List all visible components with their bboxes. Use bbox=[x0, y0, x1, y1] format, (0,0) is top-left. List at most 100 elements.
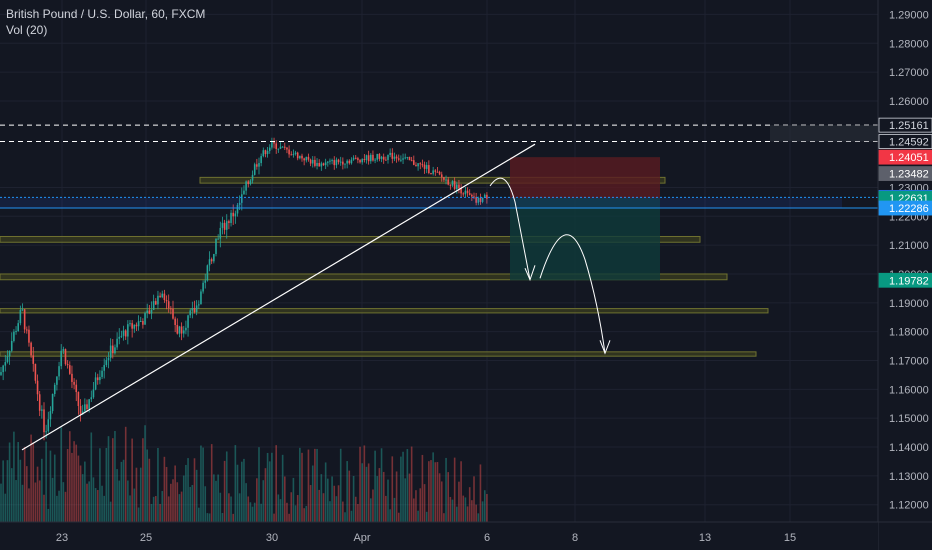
volume-bar bbox=[21, 484, 24, 522]
candle-body bbox=[408, 156, 411, 161]
volume-bar bbox=[363, 445, 366, 522]
projection-arrow-2[interactable] bbox=[539, 234, 606, 354]
candle-body bbox=[413, 160, 415, 165]
candle-body bbox=[436, 171, 439, 173]
volume-bar bbox=[152, 496, 155, 522]
candle-body bbox=[395, 156, 398, 159]
short-position-tool[interactable] bbox=[510, 157, 660, 281]
candle-body bbox=[124, 330, 127, 337]
volume-bar bbox=[387, 479, 389, 522]
candle-body bbox=[352, 157, 355, 160]
volume-bar bbox=[172, 479, 174, 522]
candle-body bbox=[275, 143, 277, 149]
candle-body bbox=[38, 394, 41, 411]
candle-body bbox=[400, 159, 402, 161]
candle-body bbox=[71, 373, 73, 382]
volume-bar bbox=[417, 510, 419, 522]
candle-body bbox=[208, 259, 211, 266]
volume-bar bbox=[464, 497, 467, 522]
candle-body bbox=[266, 150, 269, 155]
projection-arrows[interactable] bbox=[489, 177, 611, 355]
sr-zone-1[interactable] bbox=[0, 235, 701, 243]
candle-body bbox=[96, 377, 99, 381]
ascending-trendline[interactable] bbox=[21, 143, 536, 451]
price-axis[interactable]: 1.12000 1.13000 1.14000 1.15000 1.16000 1.170… bbox=[877, 0, 932, 550]
volume-bar bbox=[133, 488, 136, 522]
volume-bar bbox=[286, 502, 288, 522]
volume-bar bbox=[466, 506, 469, 522]
volume-bar bbox=[436, 462, 439, 522]
volume-bar bbox=[290, 492, 293, 522]
candle-body bbox=[2, 365, 4, 373]
candle-body bbox=[464, 190, 467, 195]
volume-bar bbox=[430, 460, 432, 522]
volume-bar bbox=[148, 458, 151, 522]
volume-bar bbox=[230, 496, 232, 522]
volume-bar bbox=[370, 498, 372, 522]
volume-bar bbox=[449, 496, 452, 522]
volume-bar bbox=[215, 480, 217, 522]
candle-body bbox=[475, 197, 477, 203]
volume-bar bbox=[277, 494, 280, 522]
volume-bar bbox=[129, 495, 131, 522]
volume-bar bbox=[139, 467, 142, 522]
time-axis-bg bbox=[0, 522, 878, 550]
stop-loss-zone[interactable] bbox=[510, 157, 660, 199]
volume-bar bbox=[320, 474, 323, 522]
candle-body bbox=[109, 345, 112, 358]
candle-body bbox=[339, 161, 342, 163]
volume-bar bbox=[116, 469, 118, 522]
candle-body bbox=[273, 141, 275, 144]
candle-body bbox=[238, 202, 241, 205]
candle-body bbox=[73, 381, 75, 385]
candle-body bbox=[122, 330, 125, 336]
sr-zone-4[interactable] bbox=[0, 351, 757, 357]
candle-body bbox=[174, 318, 176, 325]
sr-zone-0[interactable] bbox=[199, 176, 666, 184]
candle-body bbox=[4, 362, 7, 366]
volume-bar bbox=[408, 473, 411, 522]
volume-bar bbox=[483, 490, 486, 522]
candle-body bbox=[157, 295, 159, 305]
candle-body bbox=[101, 370, 103, 377]
volume-bar bbox=[397, 512, 400, 522]
candle-body bbox=[75, 384, 78, 393]
candle-body bbox=[116, 338, 118, 348]
volume-bar bbox=[137, 507, 140, 522]
candle-body bbox=[118, 336, 121, 339]
sr-zone-3[interactable] bbox=[0, 308, 769, 314]
projection-arrow-1[interactable] bbox=[489, 177, 531, 280]
volume-bar bbox=[486, 494, 488, 522]
volume-bar bbox=[146, 449, 148, 522]
take-profit-zone[interactable] bbox=[510, 198, 660, 281]
candle-body bbox=[483, 194, 486, 198]
candle-body bbox=[404, 157, 406, 159]
volume-bar bbox=[296, 495, 299, 522]
candle-body bbox=[256, 164, 258, 167]
drawn-lines[interactable] bbox=[0, 124, 878, 451]
candle-body bbox=[0, 372, 2, 375]
candle-body bbox=[32, 355, 35, 364]
candle-body bbox=[374, 159, 376, 161]
price-label-tag bbox=[878, 134, 932, 149]
volume-bar bbox=[391, 456, 394, 522]
volume-bar bbox=[238, 493, 241, 522]
sr-zone-2[interactable] bbox=[0, 273, 728, 281]
candle-body bbox=[440, 174, 443, 178]
candle-body bbox=[51, 393, 54, 412]
volume-bar bbox=[346, 461, 348, 522]
candle-body bbox=[200, 291, 202, 305]
volume-bar bbox=[28, 488, 30, 522]
volume-bar bbox=[232, 513, 234, 522]
candle-body bbox=[10, 340, 13, 351]
candle-body bbox=[223, 222, 226, 230]
candle-body bbox=[335, 159, 338, 166]
volume-bar bbox=[92, 477, 95, 522]
volume-bar bbox=[303, 508, 305, 522]
time-axis[interactable]: 23 25 30 Apr 6 8 13 15 bbox=[0, 521, 932, 550]
candle-body bbox=[131, 323, 133, 329]
volume-bar bbox=[178, 494, 181, 522]
time-tick-label: 15 bbox=[784, 532, 796, 544]
